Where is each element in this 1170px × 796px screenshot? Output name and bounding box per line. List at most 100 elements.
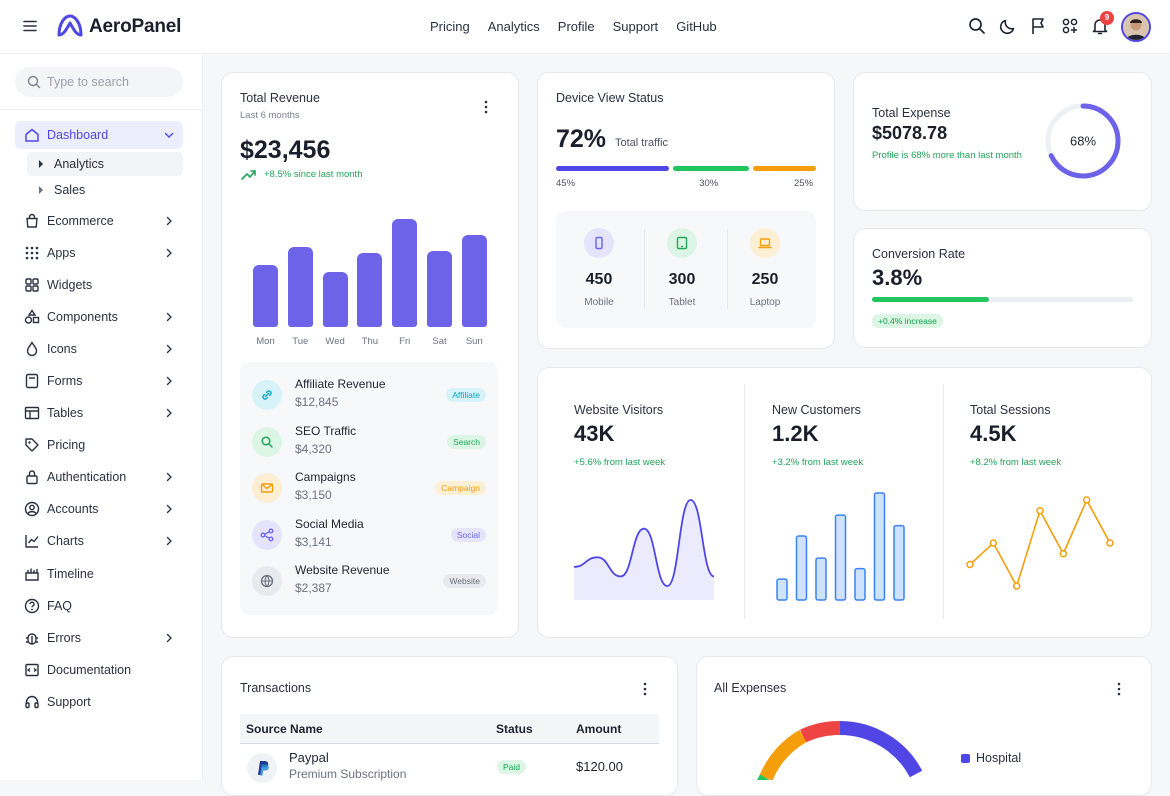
sidebar-item-forms[interactable]: Forms [15, 367, 183, 395]
nav-support[interactable]: Support [612, 19, 659, 34]
sidebar-item-errors[interactable]: Errors [15, 624, 183, 652]
caret-right-icon [39, 186, 43, 194]
donut-segment [757, 774, 770, 780]
list-item[interactable]: SEO Traffic $4,320 Search [240, 421, 498, 467]
grid-icon [25, 246, 39, 260]
sidebar-item-apps[interactable]: Apps [15, 239, 183, 267]
source-icon-circle [252, 519, 282, 550]
tablet-icon [676, 236, 688, 250]
gauge-arc [1045, 103, 1121, 179]
sidebar-item-support[interactable]: Support [15, 688, 183, 716]
x-tick-label: Tue [292, 336, 309, 347]
more-icon[interactable] [643, 682, 647, 696]
divider [727, 229, 728, 309]
revenue-sources: Affiliate Revenue $12,845 Affiliate SEO Tra… [240, 362, 498, 615]
list-item[interactable]: Affiliate Revenue $12,845 Affiliate [240, 374, 498, 420]
sidebar-item-accounts[interactable]: Accounts [15, 495, 183, 523]
paypal-logo [247, 753, 277, 783]
sidebar-item-label: Errors [47, 631, 82, 645]
chart-bar [834, 514, 847, 601]
list-item[interactable]: Campaigns $3,150 Campaign [240, 467, 498, 513]
nav-analytics[interactable]: Analytics [487, 19, 540, 34]
search-icon[interactable] [967, 16, 987, 36]
nav-github[interactable]: GitHub [676, 19, 717, 34]
more-icon[interactable] [1117, 682, 1121, 696]
revenue-amount: $23,456 [240, 136, 331, 164]
table-row[interactable]: Paypal Premium Subscription Paid $120.00 [240, 745, 659, 783]
search-icon [261, 436, 273, 448]
sidebar-item-icons[interactable]: Icons [15, 335, 183, 363]
device-stat: 250 Laptop [722, 211, 808, 328]
chevron-right-icon [166, 344, 172, 354]
sidebar-item-charts[interactable]: Charts [15, 527, 183, 555]
data-point [989, 539, 998, 547]
transaction-amount: $120.00 [576, 759, 623, 774]
device-label: Mobile [584, 297, 614, 308]
sidebar-item-label: FAQ [47, 599, 73, 613]
source-value: $4,320 [295, 441, 332, 456]
moon-icon[interactable] [998, 16, 1018, 36]
avatar[interactable] [1121, 12, 1151, 42]
sidebar-subitem-sales[interactable]: Sales [27, 178, 183, 202]
stat-value: 4.5K [970, 421, 1017, 446]
device-percent: 72% [556, 125, 607, 153]
divider [943, 385, 944, 619]
stat-chart [573, 499, 715, 600]
data-point [966, 560, 974, 569]
conversion-card [853, 228, 1152, 348]
sidebar-item-label: Pricing [47, 438, 86, 452]
sidebar-item-tables[interactable]: Tables [15, 399, 183, 427]
sidebar-item-dashboard[interactable]: Dashboard [15, 121, 183, 149]
sidebar-item-ecommerce[interactable]: Ecommerce [15, 207, 183, 235]
stat-trend: +3.2% from last week [772, 457, 864, 468]
sidebar-item-label: Documentation [47, 663, 132, 677]
paypal-icon [258, 761, 269, 776]
sidebar-item-widgets[interactable]: Widgets [15, 271, 183, 299]
gauge-label: 68% [1070, 134, 1096, 149]
sidebar-subitem-analytics[interactable]: Analytics [27, 152, 183, 176]
device-stat: 300 Tablet [639, 211, 725, 328]
list-item[interactable]: Website Revenue $2,387 Website [240, 560, 498, 606]
sidebar-item-pricing[interactable]: Pricing [15, 431, 183, 459]
column-status: Status [496, 722, 533, 736]
menu-icon[interactable] [22, 18, 38, 34]
sidebar-item-timeline[interactable]: Timeline [15, 560, 183, 588]
device-label: Laptop [749, 297, 781, 308]
divider [744, 385, 745, 619]
doc-icon [25, 663, 39, 677]
source-value: $3,141 [295, 534, 332, 549]
device-stat: 450 Mobile [556, 211, 642, 328]
stat-value: 1.2K [772, 421, 819, 446]
chevron-right-icon [166, 633, 172, 643]
nav-pricing[interactable]: Pricing [430, 19, 470, 34]
device-label: Total traffic [615, 137, 668, 149]
flag-icon[interactable] [1029, 16, 1049, 36]
sidebar-item-faq[interactable]: FAQ [15, 592, 183, 620]
apps-icon[interactable] [1060, 16, 1080, 36]
device-icon-circle [584, 228, 614, 258]
donut-segment-hospital [839, 721, 923, 778]
split-percent: 30% [699, 178, 719, 189]
search-input[interactable]: Type to search [15, 67, 183, 97]
sidebar-item-components[interactable]: Components [15, 303, 183, 331]
chevron-right-icon [166, 472, 172, 482]
sidebar: Type to search Dashboard Analytics Sales… [0, 54, 203, 780]
sidebar-item-authentication[interactable]: Authentication [15, 463, 183, 491]
tag-icon [25, 438, 39, 452]
sidebar-item-documentation[interactable]: Documentation [15, 656, 183, 684]
more-icon[interactable] [484, 100, 488, 114]
source-icon-circle [252, 473, 282, 504]
stat-chart [966, 496, 1114, 590]
logo-icon [57, 14, 83, 37]
mobile-icon [595, 236, 603, 250]
nav-profile[interactable]: Profile [557, 19, 595, 34]
conversion-title: Conversion Rate [872, 247, 966, 261]
split-segment [556, 166, 670, 171]
x-tick-label: Wed [325, 336, 345, 347]
brand-name[interactable]: AeroPanel [89, 16, 182, 37]
link-icon [262, 390, 272, 400]
user-circle-icon [24, 501, 40, 517]
x-tick-label: Fri [399, 336, 411, 347]
list-item[interactable]: Social Media $3,141 Social [240, 514, 498, 560]
all-expenses-title: All Expenses [714, 681, 787, 695]
